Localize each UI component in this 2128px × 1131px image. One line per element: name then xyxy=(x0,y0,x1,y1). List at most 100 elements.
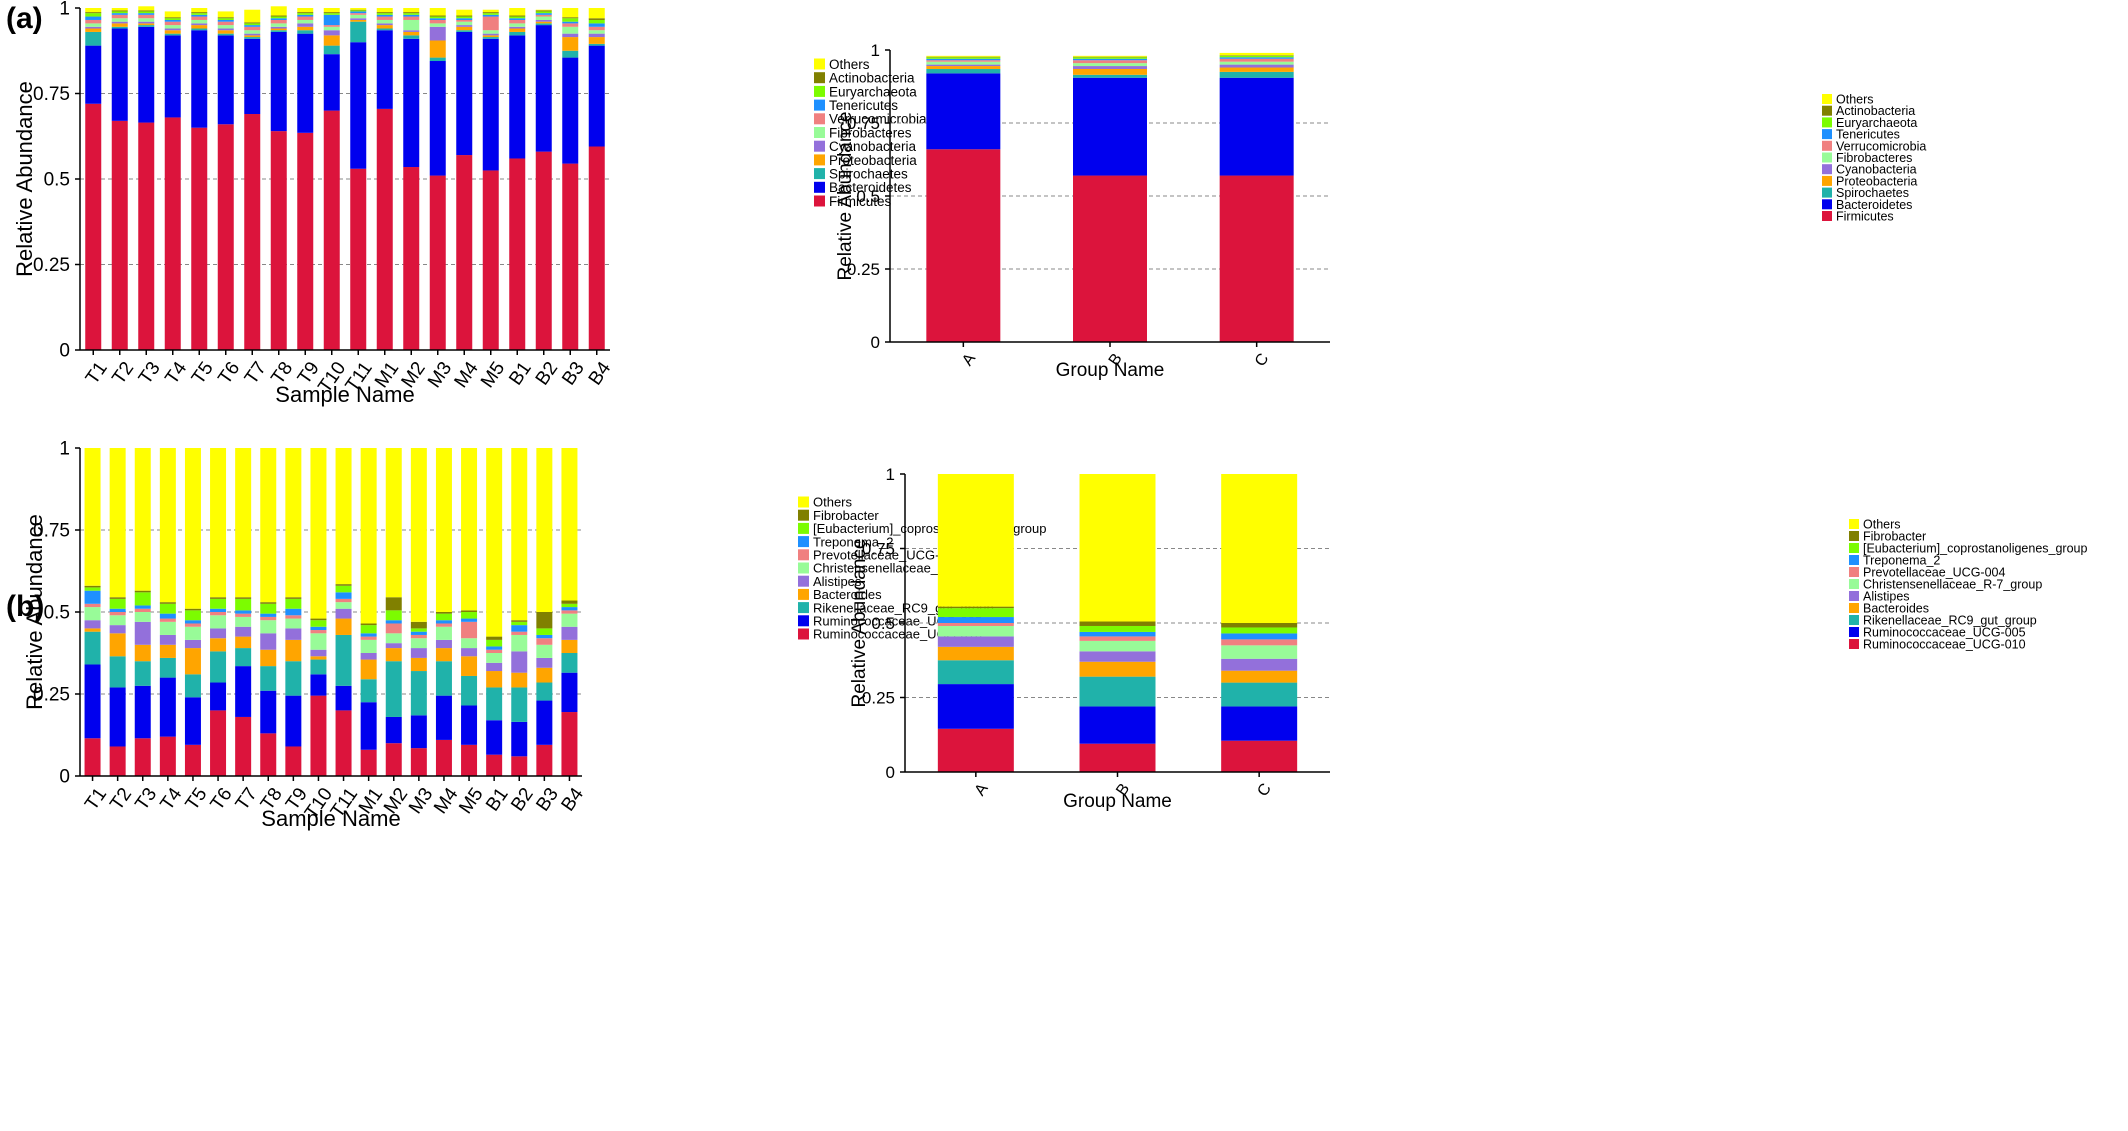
y-tick-label: 0.25 xyxy=(847,260,880,279)
bar-T5-Actinobacteria xyxy=(191,12,208,14)
bar-B2-Others xyxy=(511,448,528,621)
legend-item: Actinobacteria xyxy=(829,71,915,86)
bar-B2-Others xyxy=(535,9,552,11)
bar-M2-Christensenellaceae_R-7_group xyxy=(385,633,402,644)
bar-M2-Cyanobacteria xyxy=(403,30,420,32)
bar-A-Tenericutes xyxy=(926,58,1001,61)
y-tick-label: 1 xyxy=(886,465,895,484)
legend-swatch xyxy=(798,562,809,574)
legend-item: Alistipes xyxy=(813,574,862,589)
bar-T10-Christensenellaceae_R-7_group xyxy=(310,633,327,650)
bar-B-Verrucomicrobia xyxy=(1073,60,1147,64)
bar-T6-Ruminococcaceae_UCG-010 xyxy=(210,710,227,776)
bar-T2-Cyanobacteria xyxy=(111,21,128,24)
bar-M4-Spirochaetes xyxy=(456,30,473,32)
bar-B4-Rikenellaceae_RC9_gut_group xyxy=(561,653,578,673)
bar-T5-Euryarchaeota xyxy=(191,13,208,15)
gridlines xyxy=(80,93,610,265)
bar-T9-Others xyxy=(297,8,314,13)
legend-item: Bacteroidetes xyxy=(829,180,912,195)
bar-M4-Christensenellaceae_R-7_group xyxy=(435,626,452,640)
bar-T5-Proteobacteria xyxy=(191,25,208,29)
bar-A-Cyanobacteria xyxy=(926,64,1001,67)
legend-item: Others xyxy=(1836,93,1874,107)
bar-B3-Spirochaetes xyxy=(562,50,579,58)
bar-T4-Alistipes xyxy=(159,634,176,645)
legend-item: Ruminococcaceae_UCG-005 xyxy=(1863,626,2026,640)
bar-M3-Ruminococcaceae_UCG-010 xyxy=(410,748,427,776)
bar-B2-Ruminococcaceae_UCG-010 xyxy=(511,756,528,776)
bar-B1-Spirochaetes xyxy=(509,31,526,36)
bar-T8-Alistipes xyxy=(260,633,277,650)
bar-C-Fibrobacter xyxy=(1221,623,1298,628)
bar-M3-Proteobacteria xyxy=(429,40,446,58)
bar-T11-Bacteroidetes xyxy=(350,42,367,169)
panel-label-a: (a) xyxy=(6,2,43,35)
legend-swatch xyxy=(1849,567,1859,577)
bar-A-[Eubacterium]_coprostanoligenes_group xyxy=(937,608,1014,618)
bar-T2-Bacteroides xyxy=(109,633,126,657)
bar-T2-Fibrobacteres xyxy=(111,18,128,22)
bar-T2-Actinobacteria xyxy=(111,10,128,12)
bar-T1-Alistipes xyxy=(84,620,101,629)
bar-T6-Ruminococcaceae_UCG-005 xyxy=(210,682,227,711)
legend: OthersActinobacteriaEuryarchaeotaTeneric… xyxy=(814,57,927,209)
bar-T8-Fibrobacter xyxy=(260,602,277,604)
bar-M1-Christensenellaceae_R-7_group xyxy=(360,639,377,653)
bar-T4-Fibrobacteres xyxy=(164,25,181,29)
bar-T11-Ruminococcaceae_UCG-010 xyxy=(335,710,352,776)
bar-T3-Cyanobacteria xyxy=(138,21,155,24)
bar-B3-Proteobacteria xyxy=(562,37,579,51)
bar-M5-Cyanobacteria xyxy=(482,33,499,36)
bar-B2-Firmicutes xyxy=(535,151,552,350)
bar-M4-Tenericutes xyxy=(456,18,473,20)
bar-T5-Spirochaetes xyxy=(191,28,208,31)
bar-T8-Others xyxy=(270,6,287,16)
x-tick-label: B3 xyxy=(558,358,589,389)
bar-T4-Tenericutes xyxy=(164,19,181,22)
x-tick-label: B3 xyxy=(532,784,563,815)
x-tick-label: M5 xyxy=(477,358,509,392)
bar-T7-Others xyxy=(235,448,252,598)
bar-M2-Verrucomicrobia xyxy=(403,16,420,20)
bar-B3-Euryarchaeota xyxy=(562,18,579,22)
legend-item: Tenericutes xyxy=(1836,128,1900,142)
bar-T2-Prevotellaceae_UCG-004 xyxy=(109,612,126,616)
bar-T8-Fibrobacteres xyxy=(270,23,287,27)
bar-T3-Others xyxy=(134,448,151,591)
y-tick-label: 0 xyxy=(886,763,895,782)
bar-M5-Ruminococcaceae_UCG-010 xyxy=(461,744,478,776)
legend-swatch xyxy=(814,168,825,180)
x-axis-label: Group Name xyxy=(1056,360,1165,381)
bar-B4-Bacteroides xyxy=(561,639,578,653)
bar-B-Cyanobacteria xyxy=(1073,66,1147,69)
bar-M2-Actinobacteria xyxy=(403,12,420,14)
bar-M4-Prevotellaceae_UCG-004 xyxy=(435,623,452,627)
bar-T9-Tenericutes xyxy=(297,14,314,17)
bar-T9-Alistipes xyxy=(285,628,302,640)
bar-M4-Others xyxy=(456,9,473,16)
bar-T8-Christensenellaceae_R-7_group xyxy=(260,620,277,634)
bar-T2-Rikenellaceae_RC9_gut_group xyxy=(109,656,126,688)
legend-swatch xyxy=(1849,579,1859,589)
bar-M1-Fibrobacteres xyxy=(376,19,393,24)
bar-T10-Others xyxy=(323,8,340,13)
bar-M5-Bacteroides xyxy=(461,656,478,676)
legend-item: Actinobacteria xyxy=(1836,104,1915,118)
bar-A-Actinobacteria xyxy=(926,56,1001,58)
bar-T8-Euryarchaeota xyxy=(270,16,287,19)
bar-T5-Firmicutes xyxy=(191,127,208,350)
bar-A-Firmicutes xyxy=(926,149,1001,342)
bar-B3-Cyanobacteria xyxy=(562,33,579,38)
bar-T6-Others xyxy=(217,11,234,18)
bar-M3-[Eubacterium]_coprostanoligenes_group xyxy=(410,628,427,632)
bar-T3-Ruminococcaceae_UCG-005 xyxy=(134,685,151,739)
bar-C-Euryarchaeota xyxy=(1219,55,1294,58)
bar-T10-Alistipes xyxy=(310,649,327,657)
bar-T1-Others xyxy=(85,8,102,13)
bar-M3-Tenericutes xyxy=(429,18,446,20)
bar-M4-Fibrobacteres xyxy=(456,21,473,26)
bar-B-Others xyxy=(1079,474,1156,622)
